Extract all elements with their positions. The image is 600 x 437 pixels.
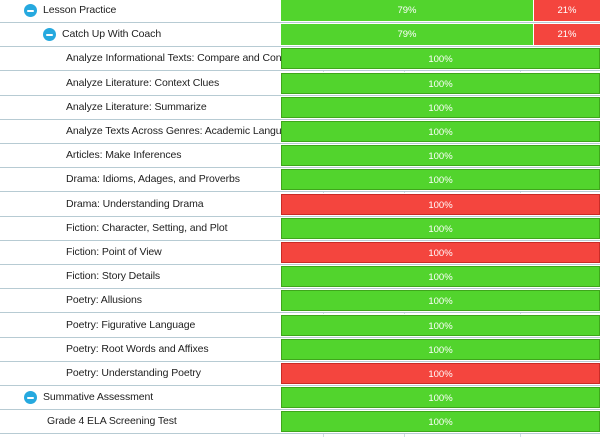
score-segment-fail[interactable]: 21%	[533, 24, 600, 46]
collapse-toggle-icon[interactable]	[24, 391, 37, 405]
score-segment-pass[interactable]: 100%	[281, 290, 600, 312]
score-segment-pass[interactable]: 100%	[281, 217, 600, 239]
row-label: Fiction: Point of View	[66, 246, 162, 258]
table-row: Articles: Make Inferences 100%	[0, 144, 600, 169]
score-segment-pass[interactable]: 100%	[281, 121, 600, 142]
score-segment-fail[interactable]: 100%	[281, 242, 600, 263]
score-bar: 100%	[281, 96, 600, 119]
score-bar: 100%	[281, 47, 600, 70]
score-segment-pass[interactable]: 100%	[281, 48, 600, 70]
score-segment-pass[interactable]: 100%	[281, 266, 600, 288]
score-segment-pass[interactable]: 100%	[281, 411, 600, 433]
row-label: Poetry: Root Words and Affixes	[66, 342, 209, 355]
score-bar: 100%	[281, 241, 600, 264]
row-label: Poetry: Figurative Language	[66, 318, 196, 331]
table-row: Catch Up With Coach 79% 21%	[0, 23, 600, 48]
score-bar: 100%	[281, 289, 600, 312]
score-segment-pass[interactable]: 100%	[281, 169, 600, 191]
row-label: Fiction: Story Details	[66, 270, 161, 283]
score-segment-pass[interactable]: 100%	[281, 145, 600, 167]
score-bar: 100%	[281, 120, 600, 143]
table-row: Drama: Idioms, Adages, and Proverbs 100%	[0, 168, 600, 193]
score-segment-fail[interactable]: 100%	[281, 363, 600, 384]
row-label: Analyze Literature: Summarize	[66, 100, 207, 113]
row-label: Analyze Texts Across Genres: Academic La…	[66, 125, 299, 137]
score-segment-pass[interactable]: 100%	[281, 338, 600, 360]
collapse-toggle-icon[interactable]	[24, 4, 37, 17]
table-row: Poetry: Understanding Poetry 100%	[0, 362, 600, 386]
row-label: Summative Assessment	[43, 391, 154, 404]
table-row: Poetry: Allusions 100%	[0, 289, 600, 314]
row-label: Grade 4 ELA Screening Test	[47, 415, 177, 428]
table-row: Poetry: Figurative Language 100%	[0, 313, 600, 338]
table-row: Analyze Literature: Context Clues 100%	[0, 71, 600, 96]
row-label: Analyze Literature: Context Clues	[66, 76, 220, 89]
row-label: Drama: Idioms, Adages, and Proverbs	[66, 173, 240, 186]
score-bar: 100%	[281, 314, 600, 337]
table-row: Fiction: Point of View 100%	[0, 241, 600, 265]
score-segment-pass[interactable]: 79%	[281, 0, 533, 21]
score-bar: 100%	[281, 362, 600, 385]
row-label: Poetry: Allusions	[66, 294, 142, 307]
score-segment-pass[interactable]: 79%	[281, 24, 533, 46]
score-bar: 79% 21%	[281, 23, 600, 46]
score-segment-fail[interactable]: 21%	[533, 0, 600, 21]
table-row: Analyze Literature: Summarize 100%	[0, 95, 600, 120]
score-bar: 100%	[281, 217, 600, 240]
score-segment-pass[interactable]: 100%	[281, 314, 600, 336]
table-row: Fiction: Character, Setting, and Plot 100…	[0, 216, 600, 241]
score-bar: 79% 21%	[281, 0, 600, 22]
row-label: Analyze Informational Texts: Compare and…	[66, 52, 302, 65]
collapse-toggle-icon[interactable]	[43, 28, 56, 42]
score-bar: 100%	[281, 72, 600, 95]
score-bar: 100%	[281, 193, 600, 216]
row-label: Fiction: Character, Setting, and Plot	[66, 221, 228, 234]
table-row: Lesson Practice 79% 21%	[0, 0, 600, 23]
row-label: Articles: Make Inferences	[66, 149, 182, 162]
table-row: Summative Assessment 100%	[0, 386, 600, 411]
score-bar: 100%	[281, 410, 600, 433]
row-label: Poetry: Understanding Poetry	[66, 367, 201, 379]
score-segment-fail[interactable]: 100%	[281, 193, 600, 215]
table-row: Poetry: Root Words and Affixes 100%	[0, 337, 600, 362]
table-row: Analyze Informational Texts: Compare and…	[0, 47, 600, 72]
table-row: Analyze Texts Across Genres: Academic La…	[0, 120, 600, 144]
table-row: Grade 4 ELA Screening Test 100%	[0, 410, 600, 435]
score-bar: 100%	[281, 265, 600, 288]
score-segment-pass[interactable]: 100%	[281, 72, 600, 94]
score-segment-pass[interactable]: 100%	[281, 387, 600, 409]
row-label: Catch Up With Coach	[62, 28, 162, 41]
score-bar: 100%	[281, 144, 600, 167]
score-bar: 100%	[281, 168, 600, 191]
table-row: Fiction: Story Details 100%	[0, 265, 600, 290]
score-segment-pass[interactable]: 100%	[281, 96, 600, 118]
row-label: Drama: Understanding Drama	[66, 197, 204, 210]
score-bar: 100%	[281, 386, 600, 409]
score-bar: 100%	[281, 338, 600, 361]
row-label: Lesson Practice	[43, 4, 117, 16]
table-row: Drama: Understanding Drama 100%	[0, 192, 600, 217]
